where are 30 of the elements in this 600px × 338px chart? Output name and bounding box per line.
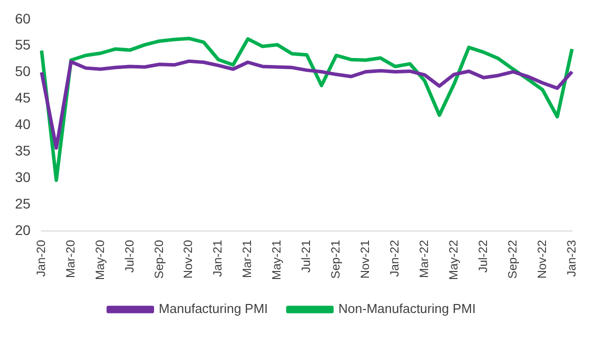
legend-label: Non-Manufacturing PMI — [338, 301, 476, 316]
x-tick-label: May-22 — [446, 240, 460, 280]
x-tick-label: Mar-22 — [416, 240, 431, 278]
x-tick-label: Jan-23 — [564, 240, 578, 277]
x-tick-label: Jan-20 — [34, 240, 48, 277]
y-tick-label: 25 — [14, 195, 31, 212]
x-tick-label: May-21 — [270, 240, 284, 280]
y-tick-label: 60 — [14, 10, 31, 26]
legend-label: Manufacturing PMI — [158, 301, 268, 316]
y-tick-label: 50 — [14, 63, 31, 80]
y-tick-label: 35 — [14, 142, 31, 158]
y-tick-label: 40 — [14, 116, 31, 132]
x-tick-label: Sep-22 — [505, 240, 520, 279]
x-tick-label: Mar-20 — [63, 240, 78, 278]
x-tick-label: Sep-21 — [328, 240, 343, 279]
x-tick-label: Jan-21 — [210, 240, 225, 277]
x-tick-label: Nov-21 — [358, 240, 372, 279]
x-tick-label: Sep-20 — [152, 240, 166, 279]
x-tick-label: May-20 — [92, 240, 107, 280]
x-tick-label: Nov-22 — [534, 240, 549, 279]
y-tick-label: 45 — [14, 90, 31, 106]
x-tick-label: Jul-22 — [476, 240, 490, 273]
x-tick-label: Jul-21 — [299, 240, 314, 273]
x-tick-label: Mar-21 — [240, 240, 254, 278]
x-tick-label: Jul-20 — [122, 240, 136, 273]
x-tick-label: Nov-20 — [181, 240, 196, 279]
y-tick-label: 55 — [14, 36, 31, 53]
y-tick-label: 20 — [14, 222, 31, 238]
y-tick-label: 30 — [14, 168, 31, 185]
x-tick-label: Jan-22 — [388, 240, 402, 277]
